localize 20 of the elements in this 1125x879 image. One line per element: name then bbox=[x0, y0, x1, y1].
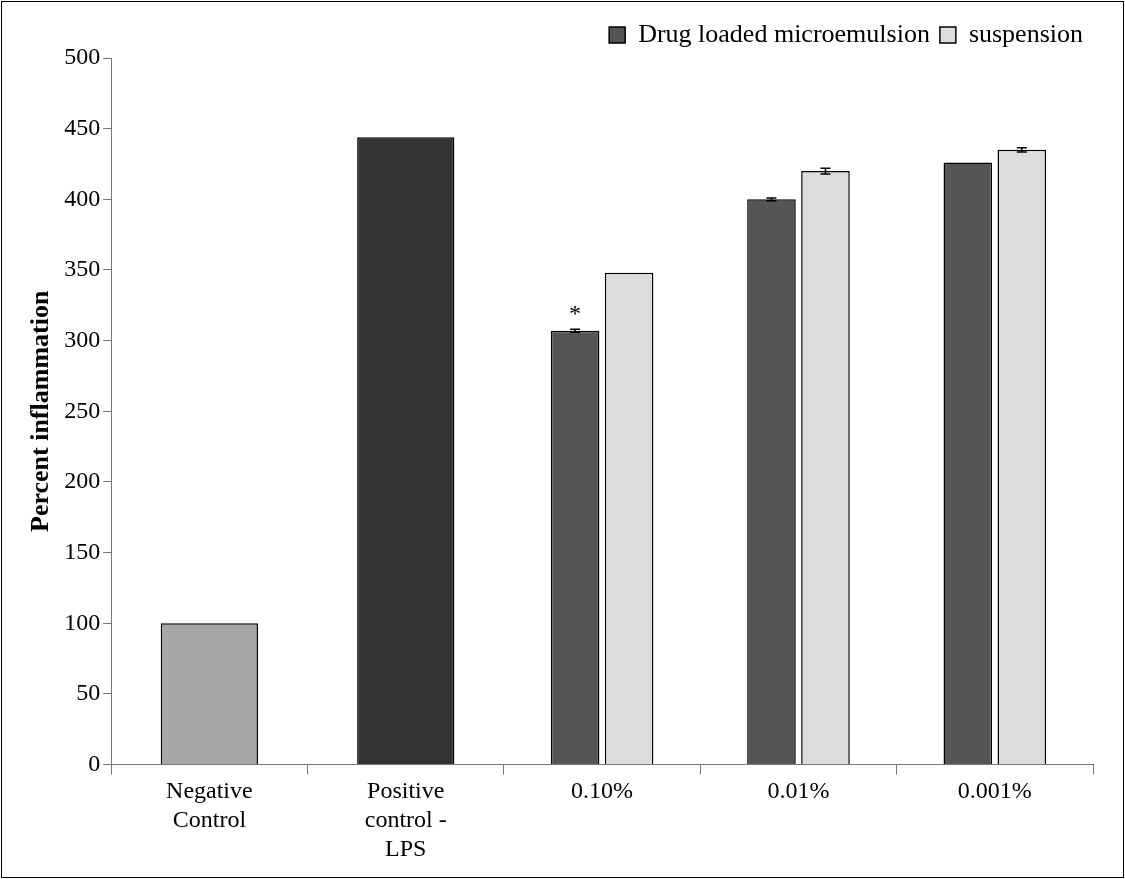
y-tick-label: 500 bbox=[64, 43, 101, 70]
legend-label: Drug loaded microemulsion bbox=[638, 18, 930, 48]
y-tick-label: 150 bbox=[64, 537, 101, 564]
y-tick-label: 200 bbox=[64, 467, 101, 494]
y-tick-label: 400 bbox=[64, 184, 101, 211]
x-tick-label: Positive control - LPS bbox=[364, 777, 447, 861]
y-tick-label: 300 bbox=[64, 325, 101, 352]
y-tick-label: 350 bbox=[64, 255, 101, 282]
annotation: * bbox=[569, 300, 582, 327]
x-tick-label: 0.10% bbox=[571, 777, 634, 804]
y-tick-label: 250 bbox=[64, 396, 101, 423]
y-tick-label: 100 bbox=[64, 608, 101, 635]
y-tick-label: 450 bbox=[64, 113, 101, 140]
x-tick-label: 0.01% bbox=[767, 777, 830, 804]
legend-label: suspension bbox=[968, 18, 1084, 48]
y-axis-title: Percent inflammation bbox=[25, 290, 55, 533]
y-tick-label: 0 bbox=[88, 749, 101, 776]
y-tick-label: 50 bbox=[76, 679, 101, 706]
x-tick-label: Negative Control bbox=[166, 777, 253, 833]
x-tick-label: 0.001% bbox=[957, 777, 1032, 804]
